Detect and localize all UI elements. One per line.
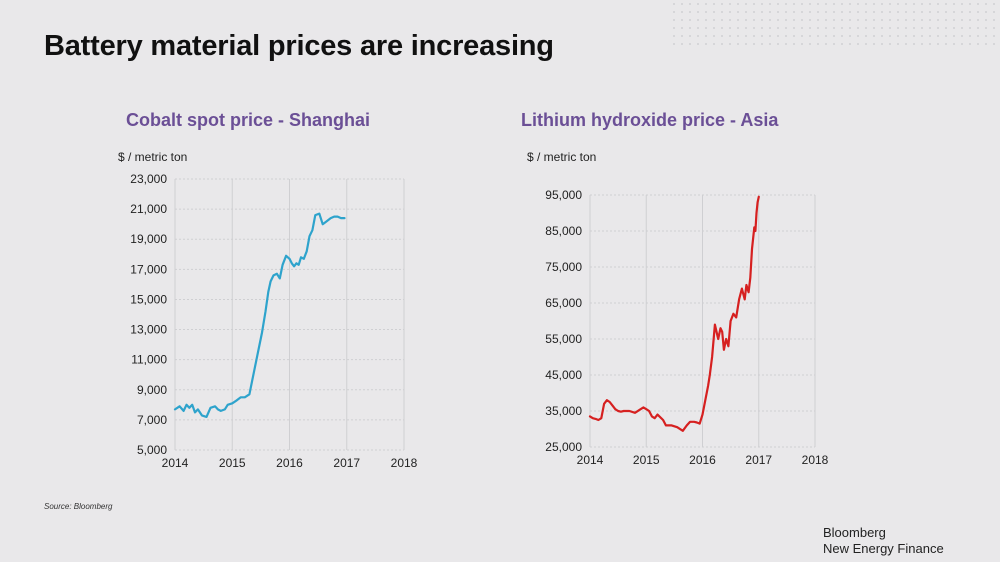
brand-line-1: Bloomberg [823, 525, 886, 540]
cobalt-y-tick-label: 23,000 [130, 172, 167, 186]
lithium-x-tick-label: 2016 [689, 453, 716, 467]
lithium-chart-title: Lithium hydroxide price - Asia [521, 110, 779, 130]
cobalt-y-tick-label: 15,000 [130, 292, 167, 306]
lithium-y-tick-label: 35,000 [545, 404, 582, 418]
source-note: Source: Bloomberg [44, 502, 113, 511]
cobalt-y-tick-label: 21,000 [130, 202, 167, 216]
cobalt-y-tick-label: 9,000 [137, 383, 167, 397]
slide-title: Battery material prices are increasing [44, 30, 554, 62]
lithium-y-tick-label: 45,000 [545, 368, 582, 382]
lithium-y-axis-unit: $ / metric ton [527, 150, 597, 164]
cobalt-y-tick-label: 13,000 [130, 323, 167, 337]
lithium-y-tick-label: 25,000 [545, 440, 582, 454]
cobalt-x-tick-label: 2015 [219, 456, 246, 470]
cobalt-y-tick-label: 7,000 [137, 413, 167, 427]
lithium-chart-panel: Lithium hydroxide price - Asia $ / metri… [500, 108, 940, 488]
brand-logo: Bloomberg New Energy Finance [823, 525, 944, 557]
cobalt-y-tick-label: 11,000 [131, 353, 167, 367]
cobalt-x-tick-label: 2016 [276, 456, 303, 470]
cobalt-chart-panel: Cobalt spot price - Shanghai $ / metric … [60, 108, 500, 488]
lithium-y-tick-label: 95,000 [545, 188, 582, 202]
cobalt-y-tick-label: 17,000 [130, 262, 167, 276]
lithium-x-tick-label: 2014 [577, 453, 604, 467]
cobalt-chart: 5,000 7,000 9,000 11,000 13,000 15,000 17,000 1… [130, 172, 418, 470]
decorative-dot-pattern [670, 0, 1000, 48]
cobalt-x-tick-label: 2018 [391, 456, 418, 470]
lithium-x-tick-label: 2017 [745, 453, 772, 467]
lithium-series-line [588, 195, 760, 432]
brand-line-2: New Energy Finance [823, 541, 944, 556]
lithium-y-tick-label: 55,000 [545, 332, 582, 346]
cobalt-x-tick-label: 2017 [333, 456, 360, 470]
cobalt-chart-title: Cobalt spot price - Shanghai [126, 110, 371, 130]
cobalt-series-line [173, 212, 346, 418]
lithium-x-tick-label: 2018 [802, 453, 829, 467]
cobalt-y-axis-unit: $ / metric ton [118, 150, 188, 164]
lithium-x-tick-label: 2015 [633, 453, 660, 467]
cobalt-y-tick-label: 19,000 [130, 232, 167, 246]
lithium-y-tick-label: 75,000 [545, 260, 582, 274]
cobalt-x-tick-label: 2014 [162, 456, 189, 470]
cobalt-y-tick-label: 5,000 [137, 443, 167, 457]
lithium-chart: 25,000 35,000 45,000 55,000 65,000 75,000 85,0… [545, 188, 829, 467]
lithium-y-tick-label: 65,000 [545, 296, 582, 310]
lithium-y-tick-label: 85,000 [545, 224, 582, 238]
